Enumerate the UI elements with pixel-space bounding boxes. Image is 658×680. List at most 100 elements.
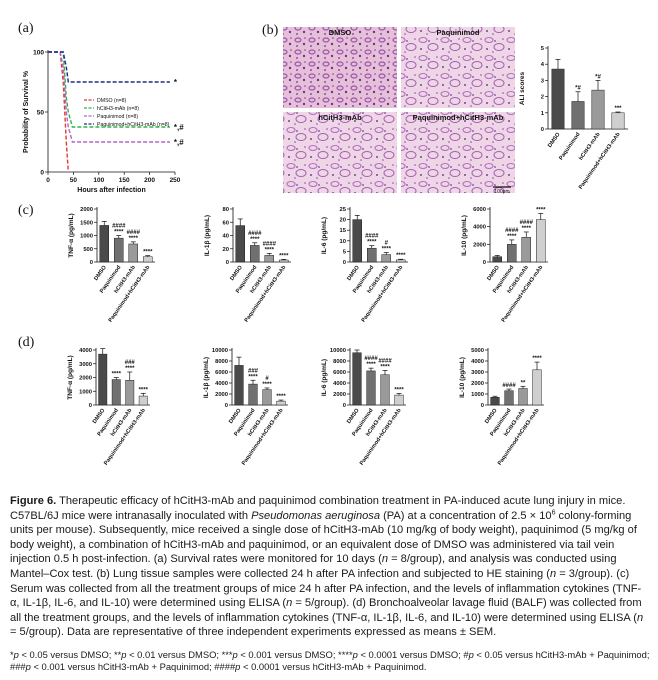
y-tick-label: 2 xyxy=(541,95,544,101)
footnote-text: < 0.0001 versus DMSO; # xyxy=(357,649,469,660)
x-tick-label: 0 xyxy=(46,177,50,184)
image-label: hCitH3-mAb xyxy=(318,113,362,122)
y-tick-label: 4000 xyxy=(471,359,484,365)
y-tick-label: 4000 xyxy=(473,225,486,231)
scale-bar-label: 100μm xyxy=(494,189,509,195)
histology-image xyxy=(283,27,397,108)
y-tick-label: 2000 xyxy=(79,376,92,382)
caption-text: Pseudomonas aeruginosa xyxy=(251,509,381,522)
y-axis-label: IL-10 (pg/mL) xyxy=(459,357,466,398)
bar xyxy=(264,255,274,263)
y-tick-label: 6000 xyxy=(215,370,228,376)
footnote-text: p xyxy=(232,649,238,660)
bar xyxy=(128,243,138,263)
y-tick-label: 15 xyxy=(340,228,347,234)
bar xyxy=(381,254,391,263)
significance-label: **** xyxy=(396,253,406,259)
caption-text: = 3/group). (c) Serum was collected from… xyxy=(10,567,642,610)
significance-label: #### xyxy=(378,358,392,364)
significance-label: **** xyxy=(248,374,258,380)
y-tick-label: 8000 xyxy=(215,359,228,365)
significance-label: #### xyxy=(520,220,534,226)
caption-label: Figure 6. xyxy=(10,495,57,507)
bar xyxy=(143,256,153,263)
y-tick-label: 0 xyxy=(225,403,228,409)
bar xyxy=(366,370,376,406)
significance-label: #### xyxy=(127,230,141,236)
y-tick-label: 10000 xyxy=(330,348,346,354)
significance-label: #### xyxy=(263,241,277,247)
panel-label: (a) xyxy=(18,21,34,36)
footnote-text: < 0.001 versus DMSO; **** xyxy=(237,649,353,660)
x-tick-label: DMSO xyxy=(486,264,501,282)
significance-label: **** xyxy=(262,382,272,388)
bar xyxy=(138,395,148,406)
y-tick-label: 3000 xyxy=(471,370,484,376)
x-tick-label: DMSO xyxy=(346,264,361,282)
histology-image xyxy=(401,27,515,108)
significance-label: **** xyxy=(366,362,376,368)
histology-image xyxy=(401,112,515,193)
figure: (a) (b) (c) (d) DMSO Paquinimod hCitH3-mAb Paqu… xyxy=(18,21,628,467)
caption-text: (PA) at a concentration of 2.5 × 10 xyxy=(380,509,552,522)
significance-label: #### xyxy=(365,234,379,240)
bar xyxy=(352,352,362,406)
histology-image xyxy=(283,112,397,193)
bar xyxy=(380,374,390,406)
y-tick-label: 10000 xyxy=(212,348,228,354)
caption-text: = 8/group), and analysis was conducted u… xyxy=(10,553,617,580)
y-axis-label: IL-6 (pg/mL) xyxy=(321,217,328,254)
significance-label: **** xyxy=(532,356,542,362)
significance-label: **** xyxy=(394,387,404,393)
footnote-text: p xyxy=(25,660,31,672)
y-axis-label: TNF-α (pg/mL) xyxy=(68,213,75,257)
panel-label: (c) xyxy=(18,203,34,218)
significance-label: **** xyxy=(536,207,546,213)
caption-text: n xyxy=(286,597,293,610)
significance-label: # xyxy=(265,376,269,382)
caption-text: Therapeutic efficacy of hCitH3-mAb and p… xyxy=(10,495,626,522)
significance-label: ** xyxy=(521,380,526,386)
significance-label: **** xyxy=(382,246,392,252)
significance-label: **** xyxy=(380,364,390,370)
caption-text: = 5/group). Data are representative of t… xyxy=(10,626,497,639)
bar xyxy=(490,397,500,406)
y-tick-label: 1 xyxy=(541,111,545,117)
bar xyxy=(276,400,286,406)
panel-label: (d) xyxy=(18,335,35,350)
significance-label: **** xyxy=(129,236,139,242)
bar xyxy=(114,237,124,263)
y-tick-label: 5 xyxy=(541,46,545,52)
y-tick-label: 4000 xyxy=(215,381,228,387)
significance-label: **** xyxy=(114,230,124,236)
y-tick-label: 2000 xyxy=(215,392,228,398)
y-tick-label: 20 xyxy=(340,218,346,224)
y-axis-label: TNF-α (pg/mL) xyxy=(67,355,74,399)
y-tick-label: 0 xyxy=(226,260,229,266)
survival-line xyxy=(48,51,170,83)
footnote-text: < 0.05 versus DMSO; ** xyxy=(18,649,122,660)
y-tick-label: 25 xyxy=(340,207,347,213)
footnote-text: < 0.01 versus DMSO; *** xyxy=(126,649,233,660)
significance-label: *# xyxy=(575,86,581,92)
bar xyxy=(396,259,406,263)
y-tick-label: 10 xyxy=(340,239,346,245)
y-axis-label: IL-6 (pg/mL) xyxy=(321,359,328,396)
y-tick-label: 4000 xyxy=(79,348,92,354)
y-tick-label: 1000 xyxy=(471,392,484,398)
bar xyxy=(248,383,258,406)
bar xyxy=(611,112,625,130)
bar xyxy=(235,225,245,263)
significance-label: #### xyxy=(364,356,378,362)
significance-label: **** xyxy=(112,372,122,378)
bar xyxy=(507,244,517,263)
image-label: Paquinimod xyxy=(437,28,480,37)
bar xyxy=(504,390,514,406)
y-tick-label: 40 xyxy=(223,234,229,240)
bar xyxy=(352,219,362,263)
x-tick-label: Paquinimod+hCitH3-mAb xyxy=(578,131,622,190)
y-tick-label: 1000 xyxy=(79,389,92,395)
image-label: DMSO xyxy=(329,28,352,37)
significance-label: ### xyxy=(125,360,136,366)
